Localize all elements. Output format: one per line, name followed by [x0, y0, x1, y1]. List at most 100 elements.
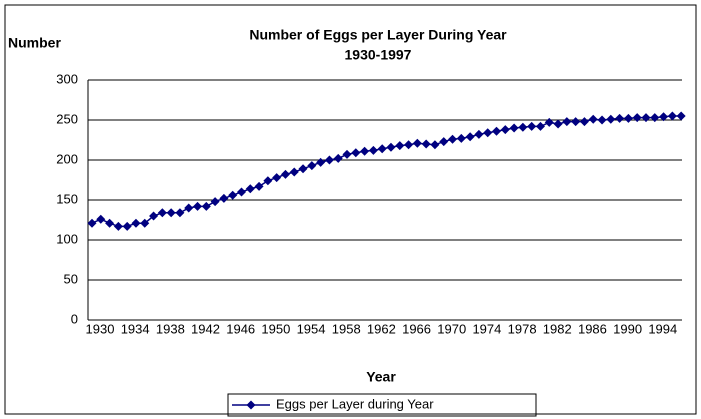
x-tick-label: 1930 [86, 321, 115, 336]
data-point [430, 140, 440, 150]
data-point [562, 117, 572, 127]
data-point [236, 187, 246, 197]
data-point [448, 134, 458, 144]
x-tick-label: 1986 [578, 321, 607, 336]
x-tick-label: 1978 [508, 321, 537, 336]
data-point [606, 114, 616, 124]
data-point [360, 146, 370, 156]
x-tick-label: 1954 [297, 321, 326, 336]
data-point [193, 201, 203, 211]
data-point [509, 123, 519, 133]
x-tick-label: 1994 [648, 321, 677, 336]
data-point [535, 121, 545, 131]
data-point [527, 121, 537, 131]
data-point [615, 113, 625, 123]
data-point [324, 155, 334, 165]
x-tick-label: 1946 [226, 321, 255, 336]
data-point [263, 176, 273, 186]
data-point [122, 221, 132, 231]
y-axis-label: Number [8, 35, 61, 51]
data-point [518, 122, 528, 132]
x-tick-label: 1950 [261, 321, 290, 336]
data-point [245, 184, 255, 194]
data-point [342, 149, 352, 159]
y-tick-label: 300 [56, 71, 78, 86]
data-point [456, 133, 466, 143]
data-point [553, 119, 563, 129]
data-point [298, 164, 308, 174]
data-point [632, 113, 642, 123]
legend-box [227, 393, 537, 417]
legend-marker [246, 400, 256, 410]
y-tick-label: 100 [56, 231, 78, 246]
data-point [641, 113, 651, 123]
data-point [368, 145, 378, 155]
x-tick-label: 1934 [121, 321, 150, 336]
data-point [210, 197, 220, 207]
data-point [184, 203, 194, 213]
data-point [650, 113, 660, 123]
data-point [166, 208, 176, 218]
data-point [131, 218, 141, 228]
data-point [280, 169, 290, 179]
y-tick-label: 200 [56, 151, 78, 166]
data-point [667, 111, 677, 121]
data-point [395, 141, 405, 151]
data-point [492, 126, 502, 136]
legend-label: Eggs per Layer during Year [276, 396, 434, 411]
x-tick-label: 1966 [402, 321, 431, 336]
data-point [105, 218, 115, 228]
data-point [289, 167, 299, 177]
data-point [597, 115, 607, 125]
chart-title: Number of Eggs per Layer During Year [249, 27, 507, 43]
data-point [439, 137, 449, 147]
data-point [465, 132, 475, 142]
y-tick-label: 50 [64, 271, 78, 286]
data-point [377, 144, 387, 154]
data-point [544, 117, 554, 127]
data-point [412, 138, 422, 148]
x-tick-label: 1974 [472, 321, 501, 336]
y-tick-label: 0 [71, 311, 78, 326]
data-point [676, 111, 686, 121]
data-point [316, 157, 326, 167]
data-point [571, 117, 581, 127]
chart-subtitle: 1930-1997 [345, 47, 412, 63]
y-tick-label: 150 [56, 191, 78, 206]
data-point [140, 218, 150, 228]
x-axis-label: Year [366, 369, 396, 385]
data-point [404, 140, 414, 150]
data-point [623, 113, 633, 123]
x-tick-label: 1962 [367, 321, 396, 336]
data-point [254, 181, 264, 191]
data-point [351, 148, 361, 158]
chart-border [4, 4, 697, 415]
data-point [113, 221, 123, 231]
x-tick-label: 1958 [332, 321, 361, 336]
data-point [474, 129, 484, 139]
data-point [588, 114, 598, 124]
data-point [157, 208, 167, 218]
data-point [149, 211, 159, 221]
data-point [659, 112, 669, 122]
data-point [421, 139, 431, 149]
x-tick-label: 1942 [191, 321, 220, 336]
data-point [500, 125, 510, 135]
x-tick-label: 1938 [156, 321, 185, 336]
y-tick-label: 250 [56, 111, 78, 126]
x-tick-label: 1970 [437, 321, 466, 336]
data-point [333, 153, 343, 163]
x-tick-label: 1990 [613, 321, 642, 336]
data-point [386, 142, 396, 152]
data-point [483, 128, 493, 138]
data-point [307, 161, 317, 171]
data-point [228, 190, 238, 200]
data-point [219, 193, 229, 203]
data-point [96, 214, 106, 224]
data-point [579, 117, 589, 127]
x-tick-label: 1982 [543, 321, 572, 336]
data-point [175, 208, 185, 218]
data-point [201, 201, 211, 211]
data-point [272, 173, 282, 183]
